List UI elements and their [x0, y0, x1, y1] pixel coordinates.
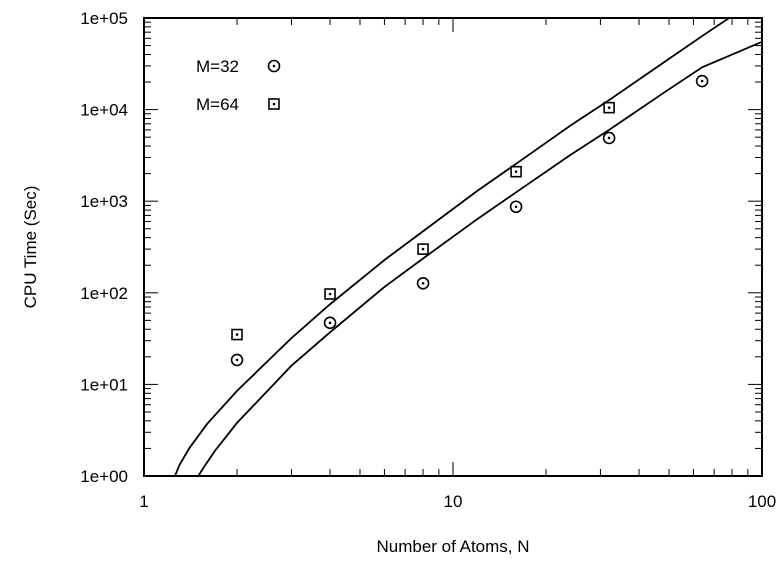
y-tick-label: 1e+04 — [80, 101, 128, 120]
data-point-m-32 — [416, 276, 430, 290]
fit-curve-m-64 — [174, 18, 731, 476]
y-tick-label: 1e+00 — [80, 467, 128, 486]
data-point-m-32 — [602, 131, 616, 145]
data-point-m-32 — [509, 200, 523, 214]
y-tick-label: 1e+02 — [80, 284, 128, 303]
data-point-m-64 — [231, 328, 243, 341]
x-tick-label: 1 — [139, 492, 148, 511]
data-point-m-32 — [230, 353, 244, 367]
x-axis-label: Number of Atoms, N — [376, 537, 529, 556]
data-point-m-64 — [510, 165, 522, 178]
data-point-m-32 — [323, 316, 337, 330]
legend-marker-m-64 — [268, 98, 280, 110]
x-tick-label: 100 — [748, 492, 776, 511]
y-tick-label: 1e+03 — [80, 192, 128, 211]
data-point-m-64 — [603, 101, 615, 114]
fit-curves — [174, 18, 762, 476]
plot-frame — [143, 17, 763, 477]
y-tick-label: 1e+01 — [80, 375, 128, 394]
y-tick-label: 1e+05 — [80, 9, 128, 28]
legend-marker-m-32 — [267, 59, 281, 73]
axis-ticks: 1 10 100 1e+00 1e+01 1e+02 1e+03 1e+04 1e+05 — [80, 9, 776, 511]
fit-curve-m-32 — [197, 40, 762, 476]
legend-label: M=64 — [196, 95, 239, 114]
data-point-m-64 — [324, 288, 336, 300]
data-point-m-64 — [417, 243, 429, 255]
legend: M=32 M=64 — [196, 57, 281, 114]
data-point-m-32 — [695, 74, 709, 88]
x-tick-label: 10 — [444, 492, 463, 511]
legend-label: M=32 — [196, 57, 239, 76]
y-axis-label: CPU Time (Sec) — [21, 186, 40, 309]
data-points — [230, 74, 709, 367]
